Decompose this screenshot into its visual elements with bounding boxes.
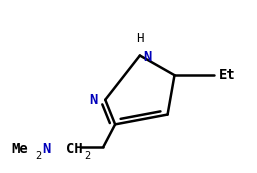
Text: N: N bbox=[144, 51, 152, 65]
Text: 2: 2 bbox=[85, 151, 91, 161]
Text: N: N bbox=[89, 93, 98, 107]
Text: Me: Me bbox=[11, 142, 28, 156]
Text: H: H bbox=[136, 32, 144, 45]
Text: 2: 2 bbox=[35, 151, 41, 161]
Text: CH: CH bbox=[66, 142, 82, 156]
Text: Et: Et bbox=[219, 68, 236, 82]
Text: N: N bbox=[42, 142, 50, 156]
